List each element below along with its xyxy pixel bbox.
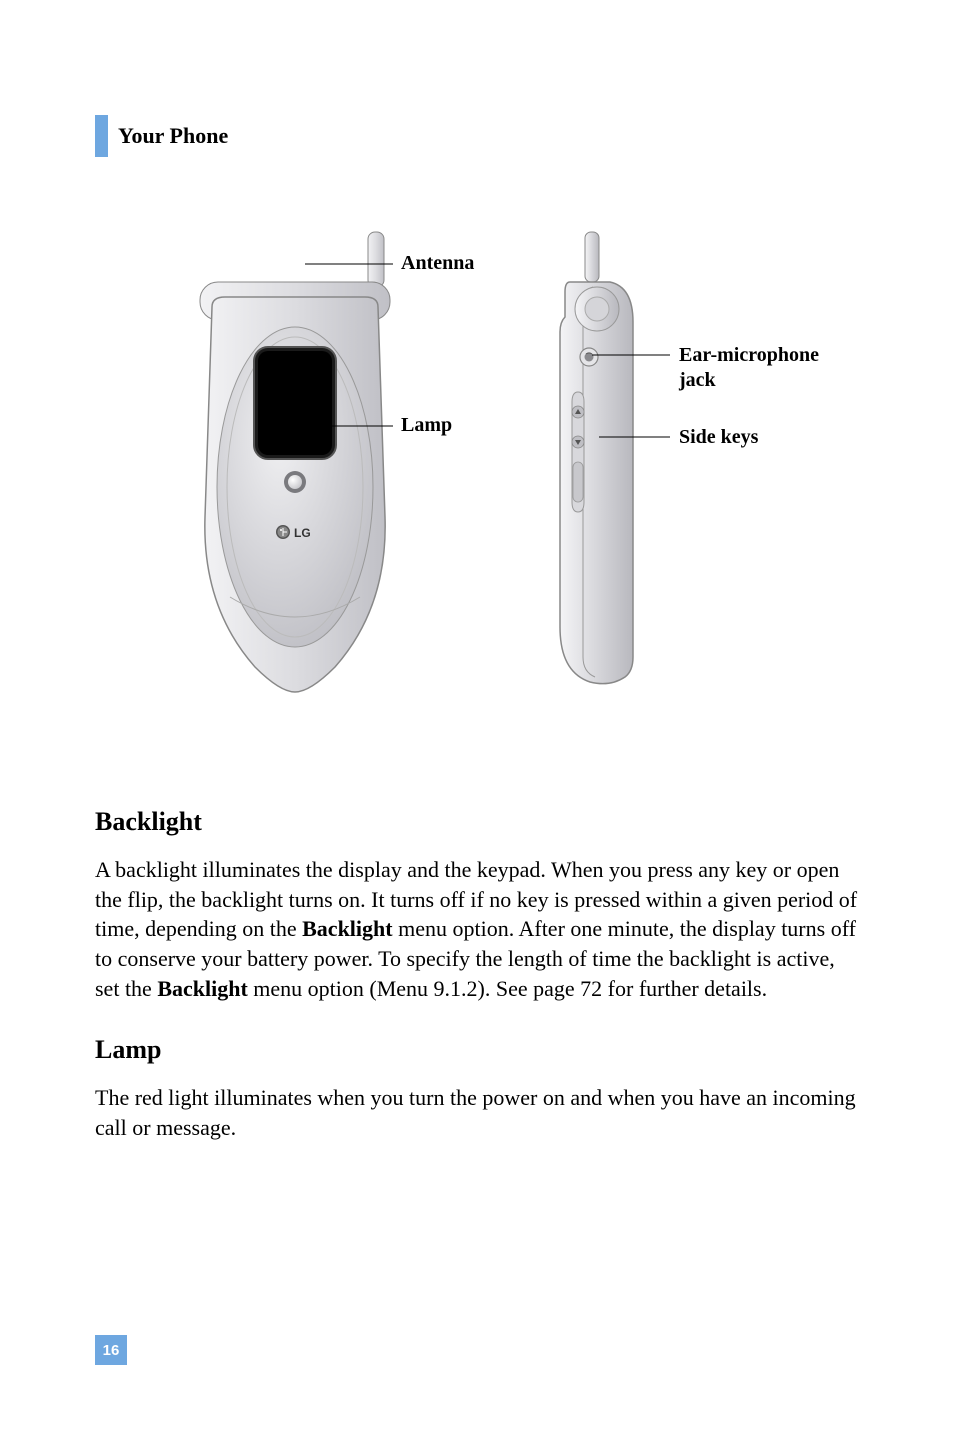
phone-diagram: LG bbox=[95, 227, 859, 747]
callout-side-keys: Side keys bbox=[673, 425, 758, 450]
ear-mic-line2: jack bbox=[679, 369, 716, 391]
callout-label-ear-mic: Ear-microphone jack bbox=[673, 343, 819, 393]
callout-label-side-keys: Side keys bbox=[673, 425, 758, 450]
heading-backlight: Backlight bbox=[95, 807, 859, 837]
callout-lamp: Lamp bbox=[395, 413, 452, 438]
heading-lamp: Lamp bbox=[95, 1035, 859, 1065]
body-lamp: The red light illuminates when you turn … bbox=[95, 1083, 859, 1142]
backlight-bold-1: Backlight bbox=[302, 916, 392, 941]
header-row: Your Phone bbox=[95, 115, 859, 157]
backlight-text-3: menu option (Menu 9.1.2). See page 72 fo… bbox=[248, 976, 767, 1001]
callout-antenna: Antenna bbox=[395, 251, 474, 276]
callout-label-lamp: Lamp bbox=[395, 413, 452, 438]
callout-ear-mic: Ear-microphone jack bbox=[673, 343, 819, 393]
header-accent-bar bbox=[95, 115, 108, 157]
body-backlight: A backlight illuminates the display and … bbox=[95, 855, 859, 1003]
backlight-bold-2: Backlight bbox=[157, 976, 247, 1001]
page-number: 16 bbox=[95, 1335, 127, 1365]
page-title: Your Phone bbox=[118, 123, 228, 149]
ear-mic-line1: Ear-microphone bbox=[679, 344, 819, 366]
callout-lines bbox=[95, 227, 865, 747]
callout-label-antenna: Antenna bbox=[395, 251, 474, 276]
